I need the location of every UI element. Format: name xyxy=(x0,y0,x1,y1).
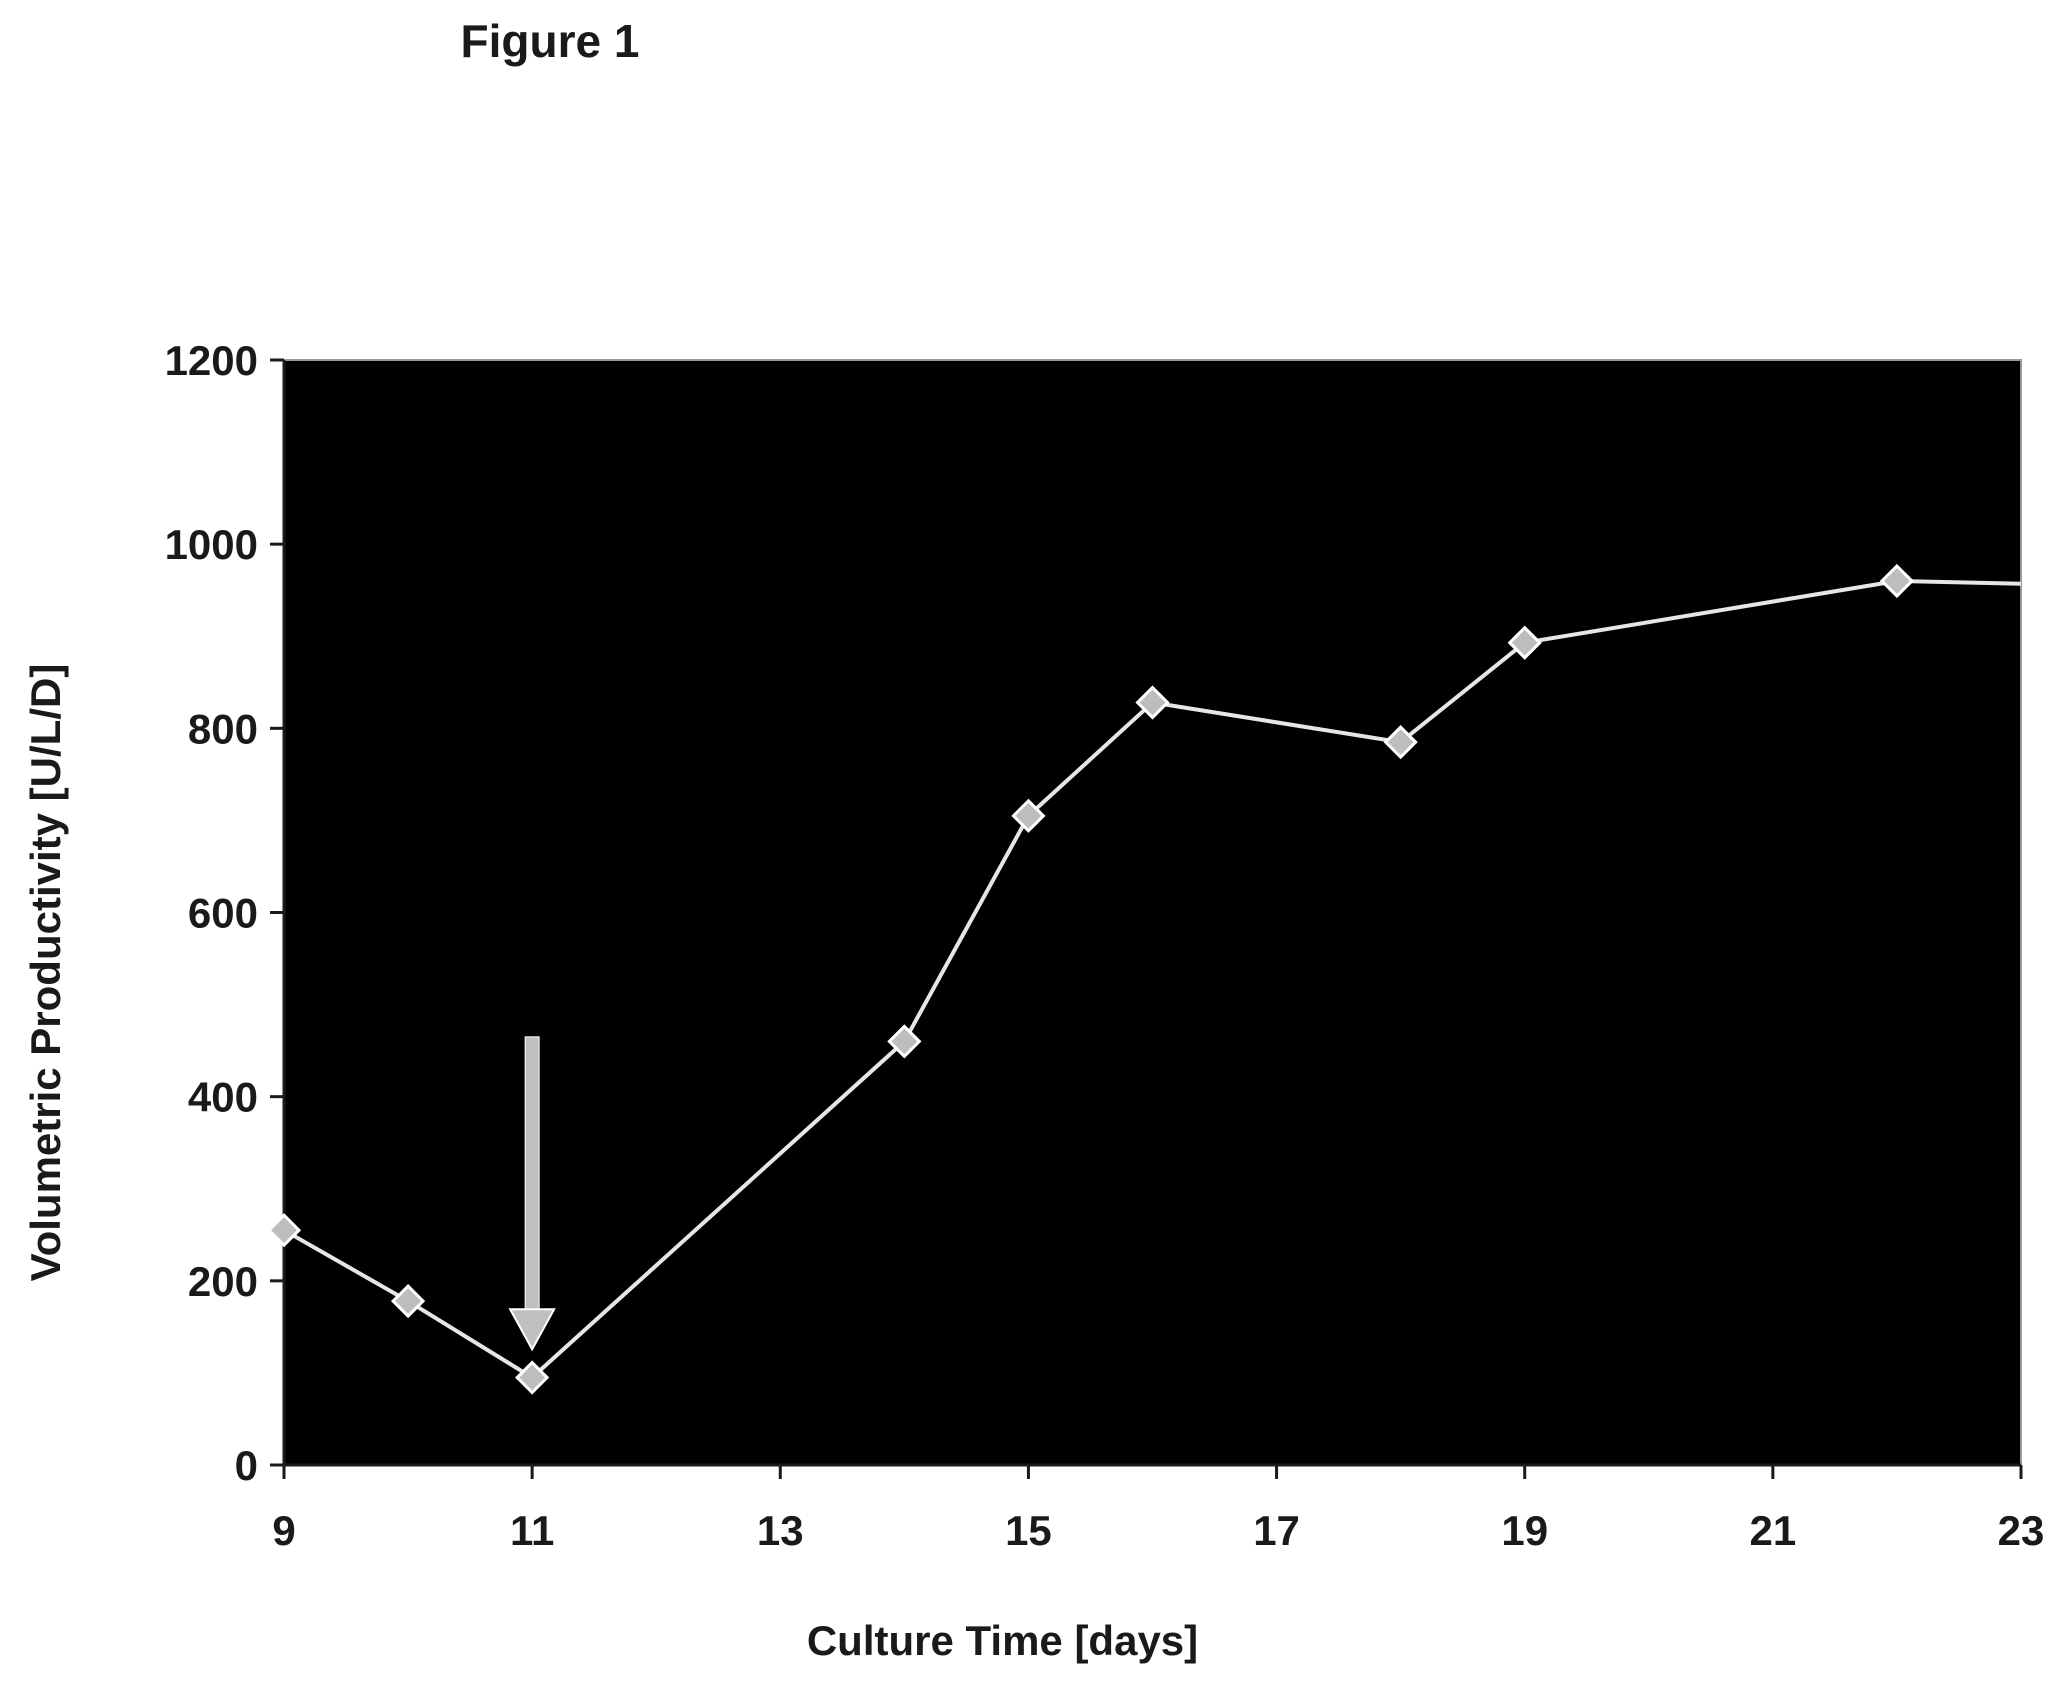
x-tick-label: 15 xyxy=(1005,1507,1052,1554)
x-tick-label: 21 xyxy=(1749,1507,1796,1554)
x-axis-label: Culture Time [days] xyxy=(807,1617,1198,1664)
y-tick-label: 1000 xyxy=(165,521,258,568)
x-tick-label: 17 xyxy=(1253,1507,1300,1554)
y-tick-label: 200 xyxy=(188,1258,258,1305)
arrow-shaft xyxy=(525,1037,539,1315)
x-tick-label: 13 xyxy=(757,1507,804,1554)
x-tick-label: 9 xyxy=(272,1507,295,1554)
y-tick-label: 0 xyxy=(235,1442,258,1489)
y-tick-label: 600 xyxy=(188,890,258,937)
y-tick-label: 1200 xyxy=(165,337,258,384)
y-tick-label: 400 xyxy=(188,1074,258,1121)
y-tick-label: 800 xyxy=(188,705,258,752)
plot-area xyxy=(284,360,2021,1465)
x-tick-label: 11 xyxy=(510,1507,554,1554)
x-tick-label: 19 xyxy=(1501,1507,1548,1554)
y-axis-label: Volumetric Productivity [U/L/D] xyxy=(22,664,69,1282)
x-tick-label: 23 xyxy=(1998,1507,2045,1554)
